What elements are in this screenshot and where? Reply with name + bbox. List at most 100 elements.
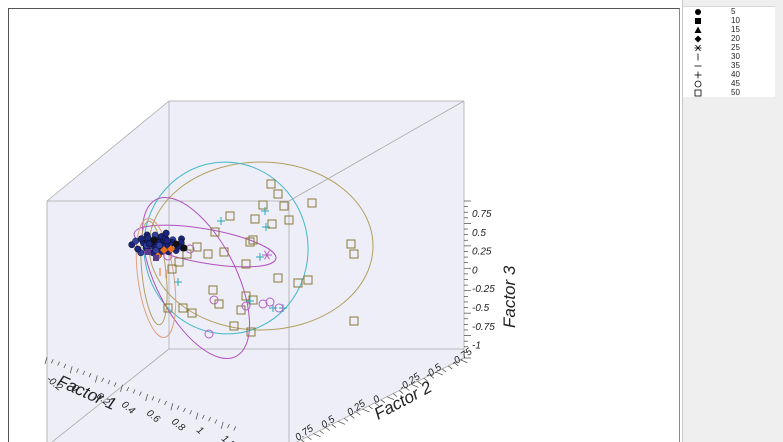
tick-label-y: 0 xyxy=(371,394,382,406)
legend-item[interactable]: 30 xyxy=(683,52,775,61)
legend-item[interactable]: 15 xyxy=(683,25,775,34)
legend-item[interactable]: 40 xyxy=(683,70,775,79)
legend-item[interactable]: 35 xyxy=(683,61,775,70)
data-point-50 xyxy=(192,242,202,252)
tick-label-x: 1.2 xyxy=(219,433,237,442)
data-point-50 xyxy=(163,303,173,313)
tick-mark-x xyxy=(164,400,167,406)
tick-mark-x xyxy=(113,382,117,387)
tick-mark-y xyxy=(343,417,349,422)
legend-item[interactable]: 5 xyxy=(683,7,775,16)
data-point-50 xyxy=(273,189,283,199)
tick-mark-y xyxy=(350,414,355,419)
tick-mark-x xyxy=(120,384,123,392)
tick-mark-x xyxy=(208,417,211,422)
data-point-50 xyxy=(248,295,258,305)
data-point-50 xyxy=(208,285,218,295)
legend-label: 50 xyxy=(731,88,740,97)
ellipse-layer xyxy=(133,161,374,359)
legend-label: 15 xyxy=(731,25,740,34)
legend-label: 10 xyxy=(731,16,740,25)
data-point-5 xyxy=(155,241,163,249)
tick-mark-x xyxy=(151,396,155,401)
data-point-50 xyxy=(307,198,317,208)
tick-mark-x xyxy=(126,386,130,392)
legend-label: 20 xyxy=(731,34,740,43)
data-point-50 xyxy=(219,247,229,257)
legend-item[interactable]: 45 xyxy=(683,79,775,88)
data-point-45 xyxy=(258,299,268,309)
data-point-50 xyxy=(167,264,177,274)
tick-label-z: -0.25 xyxy=(472,284,495,295)
tick-mark-y xyxy=(448,365,453,370)
tick-mark-x xyxy=(189,410,193,415)
tick-label-z: 0 xyxy=(472,265,478,276)
tick-mark-y xyxy=(399,390,404,394)
tick-label-z: 0.5 xyxy=(472,228,486,239)
data-point-45 xyxy=(241,301,251,311)
plot-box xyxy=(46,100,465,442)
legend-item[interactable]: 50 xyxy=(683,88,775,97)
tick-label-z: 0.25 xyxy=(472,247,492,258)
data-point-5 xyxy=(144,234,152,242)
tick-mark-y xyxy=(325,427,330,431)
tick-mark-x xyxy=(170,403,174,411)
tick-mark-y xyxy=(423,377,428,382)
axis-title-factor-3: Factor 3 xyxy=(500,265,519,328)
tick-mark-y xyxy=(460,359,468,364)
data-point-50 xyxy=(273,273,283,283)
legend-item[interactable]: 20 xyxy=(683,34,775,43)
plus-icon xyxy=(683,71,713,79)
legend-item[interactable]: 10 xyxy=(683,16,775,25)
tick-mark-y xyxy=(441,368,447,373)
data-point-50 xyxy=(246,327,256,337)
tick-label-z: 0.75 xyxy=(472,209,492,220)
tick-mark-y xyxy=(356,411,361,416)
legend-label: 35 xyxy=(731,61,740,70)
tick-mark-x xyxy=(201,414,205,420)
data-point-50 xyxy=(229,321,239,331)
circle-filled-icon xyxy=(683,8,713,16)
tick-mark-y xyxy=(405,387,410,391)
data-point-50 xyxy=(303,275,313,285)
data-point-10 xyxy=(145,249,151,255)
legend-label: 30 xyxy=(731,52,740,61)
tick-mark-y xyxy=(429,374,435,379)
tick-mark-x xyxy=(107,379,111,385)
tick-mark-x xyxy=(195,412,199,420)
tick-label-z: -0.75 xyxy=(472,322,495,333)
tick-mark-x xyxy=(176,405,180,410)
ellipse-45 xyxy=(141,197,251,359)
legend-label: 25 xyxy=(731,43,740,52)
legend-label: 40 xyxy=(731,70,740,79)
data-point-45 xyxy=(204,329,214,339)
data-point-5 xyxy=(137,235,145,243)
tick-mark-x xyxy=(76,368,79,373)
scatter-3d-plot[interactable]: -0.200.20.40.60.811.2-0.75-0.5-0.2500.25… xyxy=(8,8,680,442)
tick-mark-x xyxy=(94,375,98,383)
tick-mark-y xyxy=(417,381,422,385)
tick-mark-y xyxy=(435,371,444,376)
tick-mark-x xyxy=(157,398,161,403)
data-point-50 xyxy=(284,215,294,225)
tick-mark-y xyxy=(319,430,324,434)
legend-label: 45 xyxy=(731,79,740,88)
data-point-50 xyxy=(245,237,255,247)
data-point-45 xyxy=(209,295,219,305)
triangle-filled-icon xyxy=(683,26,713,34)
data-point-5 xyxy=(150,236,158,244)
tick-mark-y xyxy=(380,399,386,404)
box-edge xyxy=(296,357,465,442)
tick-mark-x xyxy=(227,423,230,429)
data-point-50 xyxy=(203,249,213,259)
data-point-50 xyxy=(293,278,303,288)
data-point-20 xyxy=(159,245,169,255)
data-point-5 xyxy=(152,246,160,254)
data-point-5 xyxy=(132,237,140,245)
tick-mark-x xyxy=(139,391,142,396)
box-edge xyxy=(46,100,170,202)
data-point-50 xyxy=(248,235,258,245)
legend: 5 10 15 20 25 30 35 40 45 50 xyxy=(683,6,775,97)
hbar-icon xyxy=(683,62,713,70)
legend-item[interactable]: 25 xyxy=(683,43,775,52)
